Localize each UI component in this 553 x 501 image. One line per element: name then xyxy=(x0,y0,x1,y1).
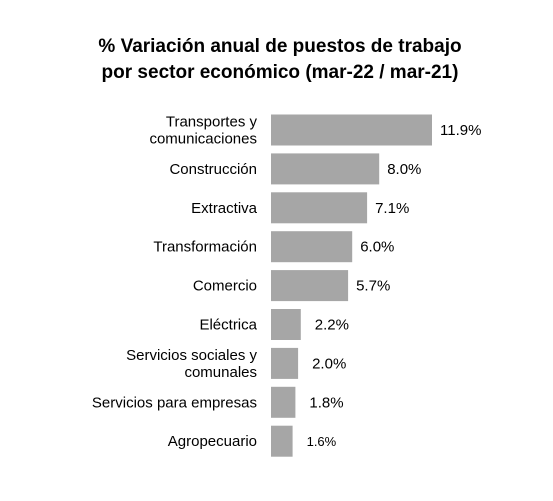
value-label-3: 6.0% xyxy=(360,239,394,256)
value-label-4: 5.7% xyxy=(356,278,390,295)
bar-1 xyxy=(271,153,380,185)
category-label-3: Transformación xyxy=(153,239,257,256)
category-label-6: Servicios sociales y comunales xyxy=(126,347,257,381)
bar-2 xyxy=(271,192,368,224)
chart-title-line-2: por sector económico (mar-22 / mar-21) xyxy=(101,62,459,83)
bar-6 xyxy=(271,347,299,379)
category-label-1-line-0: Construcción xyxy=(169,161,257,178)
category-label-0: Transportes y comunicaciones xyxy=(149,114,257,148)
bar-7 xyxy=(271,386,296,418)
value-label-1: 8.0% xyxy=(387,161,421,178)
bar-3 xyxy=(271,231,353,263)
category-label-7-line-0: Servicios para empresas xyxy=(92,394,257,411)
value-label-2: 7.1% xyxy=(375,200,409,217)
value-label-6: 2.0% xyxy=(312,355,346,372)
category-label-6-line-0: Servicios sociales y xyxy=(126,347,257,364)
category-label-3-line-0: Transformación xyxy=(153,239,257,256)
category-label-2: Extractiva xyxy=(191,200,258,217)
chart-title-line-1: % Variación anual de puestos de trabajo xyxy=(98,36,462,57)
category-label-5: Eléctrica xyxy=(199,317,257,334)
category-label-1: Construcción xyxy=(169,161,257,178)
bar-8 xyxy=(271,425,293,457)
value-label-0: 11.9% xyxy=(440,122,481,139)
category-label-7: Servicios para empresas xyxy=(92,394,257,411)
category-label-0-line-1: comunicaciones xyxy=(149,131,257,148)
category-label-5-line-0: Eléctrica xyxy=(199,317,257,334)
category-label-4: Comercio xyxy=(193,278,257,295)
value-label-5: 2.2% xyxy=(315,317,349,334)
bar-4 xyxy=(271,270,349,302)
bar-0 xyxy=(271,114,432,146)
category-label-6-line-1: comunales xyxy=(184,364,257,381)
category-label-0-line-0: Transportes y xyxy=(166,114,258,131)
category-label-8: Agropecuario xyxy=(168,433,257,450)
chart-title: % Variación anual de puestos de trabajo … xyxy=(80,34,480,86)
category-label-2-line-0: Extractiva xyxy=(191,200,258,217)
category-label-8-line-0: Agropecuario xyxy=(168,433,257,450)
category-label-4-line-0: Comercio xyxy=(193,278,257,295)
value-label-7: 1.8% xyxy=(309,394,343,411)
value-label-8: 1.6% xyxy=(307,434,337,449)
bar-5 xyxy=(271,309,301,340)
